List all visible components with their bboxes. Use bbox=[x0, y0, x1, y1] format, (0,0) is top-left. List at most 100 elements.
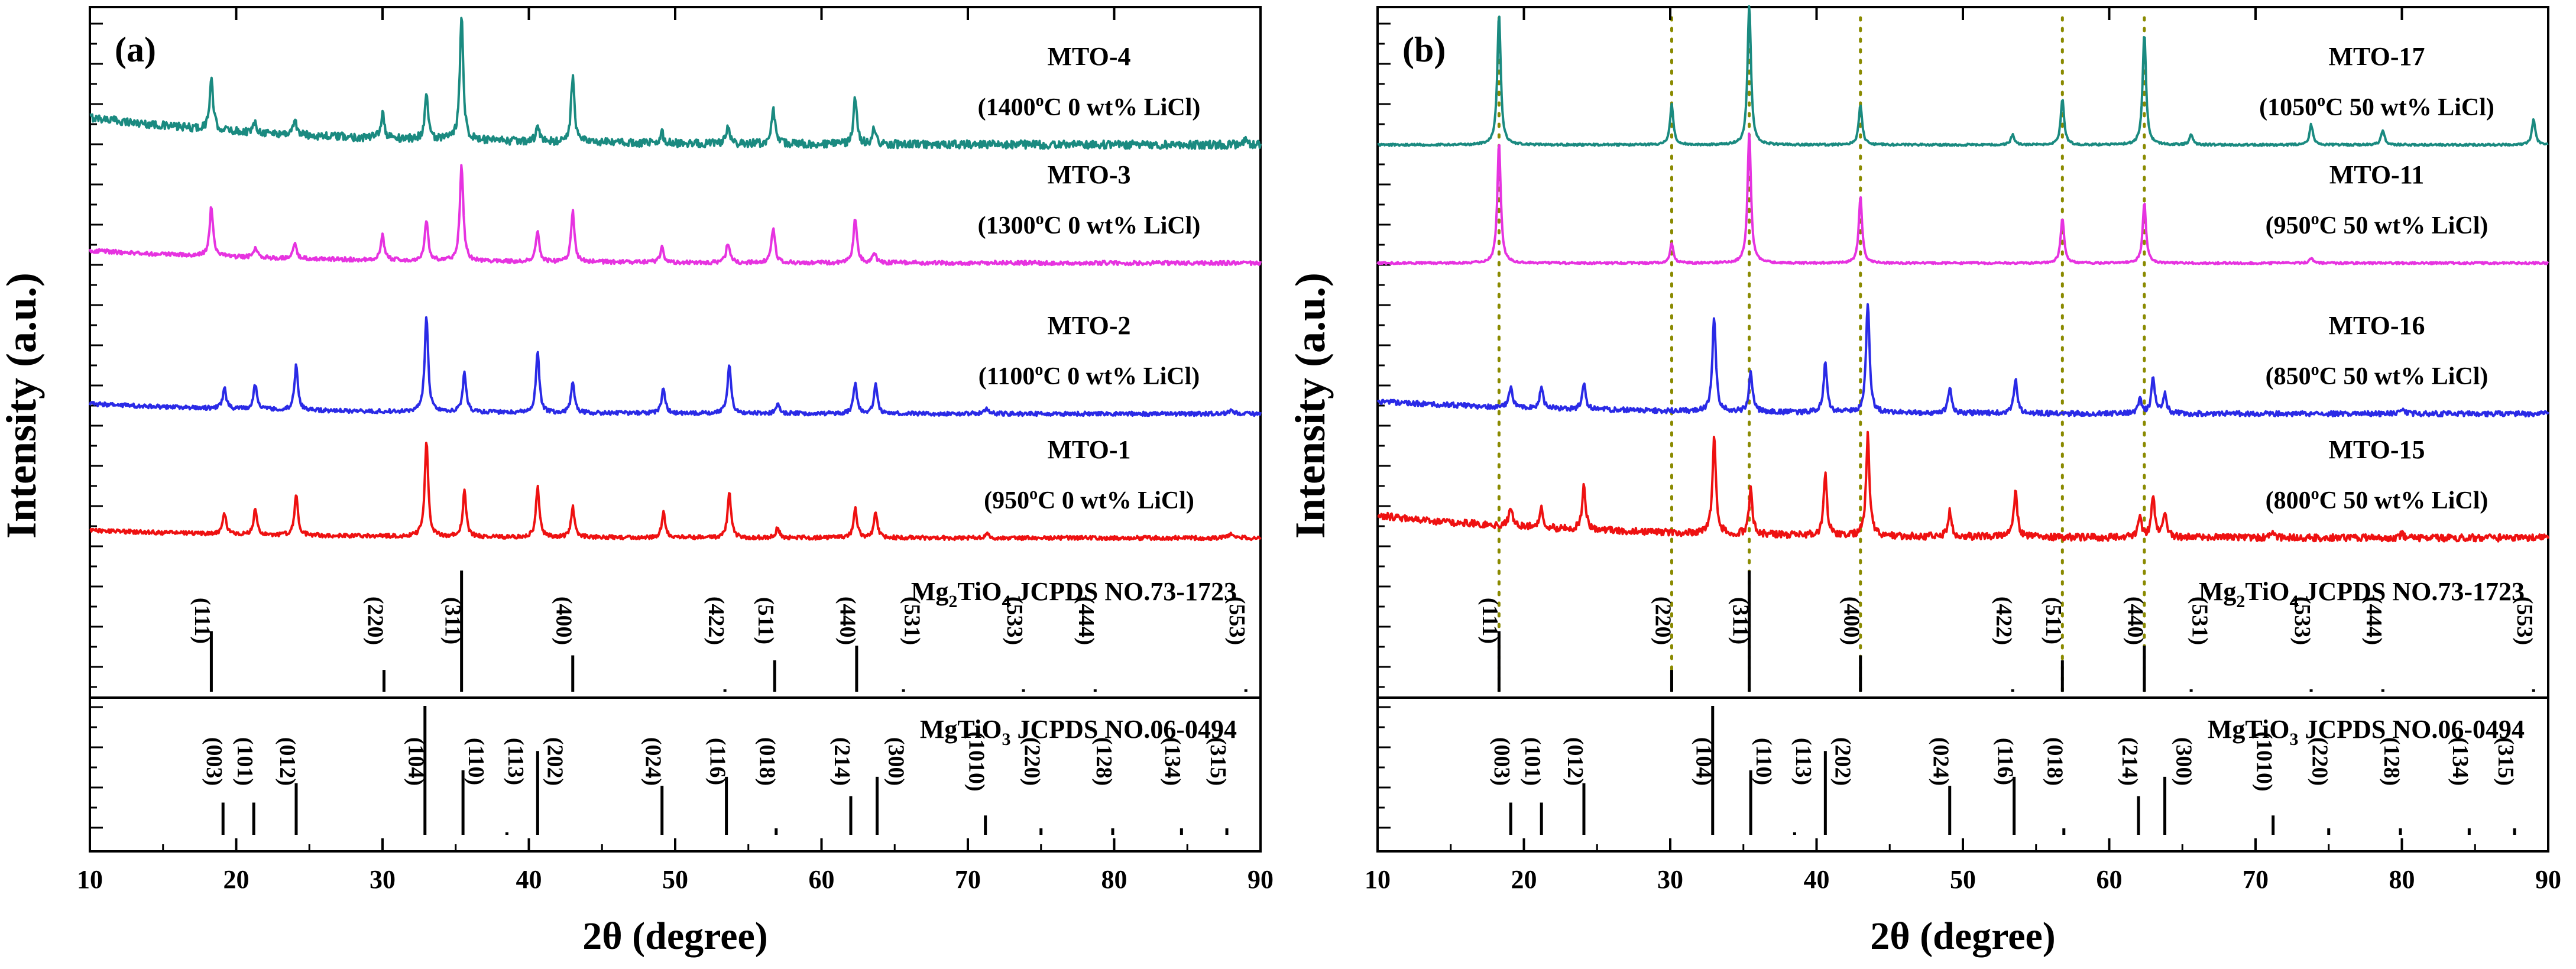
series-name-label: MTO-2 bbox=[1048, 311, 1131, 340]
xrd-trace-mto-4 bbox=[89, 17, 1262, 150]
hkl-label: (202) bbox=[1830, 737, 1855, 786]
series-name-label: MTO-1 bbox=[1048, 435, 1131, 464]
series-name-label: MTO-3 bbox=[1048, 160, 1131, 189]
hkl-label: (511) bbox=[2041, 597, 2066, 644]
x-tick-label: 10 bbox=[1365, 865, 1391, 894]
hkl-label: (214) bbox=[2117, 737, 2142, 786]
hkl-label: (018) bbox=[2043, 737, 2068, 786]
series-condition-label: (1300oC 0 wt% LiCl) bbox=[978, 210, 1201, 239]
x-axis-label: 2θ (degree) bbox=[1870, 915, 2056, 958]
hkl-label: (220) bbox=[1020, 737, 1045, 786]
series-condition-label: (950oC 0 wt% LiCl) bbox=[984, 485, 1194, 514]
hkl-label: (104) bbox=[404, 737, 429, 786]
y-axis-label: Intensity (a.u.) bbox=[1287, 273, 1334, 539]
x-tick-label: 30 bbox=[370, 865, 396, 894]
hkl-label: (220) bbox=[362, 597, 387, 645]
panel-label: (b) bbox=[1402, 30, 1446, 69]
panel-label: (a) bbox=[115, 30, 156, 69]
x-tick-label: 40 bbox=[1804, 865, 1830, 894]
series-name-label: MTO-11 bbox=[2329, 160, 2425, 189]
x-tick-label: 80 bbox=[2389, 865, 2415, 894]
x-tick-label: 60 bbox=[809, 865, 835, 894]
hkl-label: (003) bbox=[1489, 737, 1514, 786]
xrd-trace-mto-11 bbox=[1376, 132, 2549, 265]
x-tick-label: 20 bbox=[1511, 865, 1537, 894]
hkl-label: (214) bbox=[829, 737, 854, 786]
x-tick-label: 70 bbox=[955, 865, 981, 894]
hkl-label: (220) bbox=[2308, 737, 2332, 786]
hkl-label: (444) bbox=[1074, 597, 1099, 645]
reference-title: Mg2TiO4 JCPDS NO.73-1723 bbox=[911, 577, 1237, 611]
xrd-trace-mto-1 bbox=[89, 442, 1262, 542]
hkl-label: (024) bbox=[641, 737, 666, 786]
x-tick-label: 70 bbox=[2243, 865, 2269, 894]
x-tick-label: 90 bbox=[2535, 865, 2561, 894]
hkl-label: (101) bbox=[1520, 737, 1545, 786]
x-tick-label: 60 bbox=[2097, 865, 2123, 894]
hkl-label: (553) bbox=[2512, 597, 2537, 645]
hkl-label: (440) bbox=[835, 597, 860, 645]
series-name-label: MTO-15 bbox=[2329, 435, 2425, 464]
hkl-label: (300) bbox=[883, 737, 908, 786]
hkl-label: (003) bbox=[202, 737, 226, 786]
series-name-label: MTO-16 bbox=[2329, 311, 2425, 340]
hkl-label: (531) bbox=[2188, 597, 2212, 645]
series-condition-label: (850oC 50 wt% LiCl) bbox=[2266, 361, 2488, 390]
reference-title: MgTiO3 JCPDS NO.06-0494 bbox=[920, 715, 1237, 749]
xrd-trace-mto-17 bbox=[1377, 5, 2549, 147]
series-name-label: MTO-4 bbox=[1048, 42, 1131, 71]
hkl-label: (400) bbox=[552, 597, 576, 645]
y-axis-label: Intensity (a.u.) bbox=[0, 273, 45, 539]
hkl-label: (300) bbox=[2171, 737, 2196, 786]
series-condition-label: (1100oC 0 wt% LiCl) bbox=[978, 361, 1200, 390]
x-tick-label: 20 bbox=[223, 865, 250, 894]
x-tick-label: 10 bbox=[77, 865, 103, 894]
hkl-label: (104) bbox=[1692, 737, 1716, 786]
series-name-label: MTO-17 bbox=[2329, 42, 2425, 71]
hkl-label: (1010) bbox=[964, 731, 989, 791]
x-axis-label: 2θ (degree) bbox=[582, 915, 768, 958]
x-tick-label: 90 bbox=[1248, 865, 1274, 894]
hkl-label: (511) bbox=[753, 597, 778, 644]
hkl-label: (220) bbox=[1650, 597, 1675, 645]
reference-title: MgTiO3 JCPDS NO.06-0494 bbox=[2208, 715, 2525, 749]
hkl-label: (111) bbox=[190, 598, 215, 644]
hkl-label: (400) bbox=[1839, 597, 1864, 645]
hkl-label: (128) bbox=[1091, 737, 1116, 786]
x-tick-label: 40 bbox=[516, 865, 542, 894]
hkl-label: (101) bbox=[232, 737, 257, 786]
hkl-label: (315) bbox=[2493, 737, 2518, 786]
hkl-label: (311) bbox=[1728, 597, 1752, 644]
series-condition-label: (800oC 50 wt% LiCl) bbox=[2266, 485, 2488, 514]
hkl-label: (444) bbox=[2361, 597, 2386, 645]
xrd-trace-mto-16 bbox=[1376, 303, 2549, 418]
hkl-label: (531) bbox=[900, 597, 925, 645]
series-condition-label: (950oC 50 wt% LiCl) bbox=[2266, 210, 2488, 239]
hkl-label: (113) bbox=[503, 738, 528, 785]
reference-title: Mg2TiO4 JCPDS NO.73-1723 bbox=[2199, 577, 2525, 611]
hkl-label: (113) bbox=[1791, 738, 1816, 785]
xrd-trace-mto-3 bbox=[89, 164, 1262, 267]
hkl-label: (422) bbox=[1991, 597, 2016, 645]
hkl-label: (134) bbox=[1160, 737, 1185, 786]
hkl-label: (553) bbox=[1224, 597, 1249, 645]
hkl-label: (012) bbox=[275, 737, 300, 786]
series-condition-label: (1400oC 0 wt% LiCl) bbox=[978, 92, 1201, 121]
x-tick-label: 80 bbox=[1101, 865, 1127, 894]
x-tick-label: 30 bbox=[1657, 865, 1683, 894]
hkl-label: (018) bbox=[755, 737, 780, 786]
xrd-trace-mto-2 bbox=[89, 316, 1262, 417]
hkl-label: (533) bbox=[1002, 597, 1027, 645]
hkl-label: (116) bbox=[705, 738, 730, 785]
hkl-label: (1010) bbox=[2251, 731, 2276, 791]
hkl-label: (110) bbox=[1751, 738, 1776, 785]
hkl-label: (134) bbox=[2448, 737, 2473, 786]
hkl-label: (024) bbox=[1929, 737, 1953, 786]
hkl-label: (422) bbox=[704, 597, 728, 645]
x-tick-label: 50 bbox=[662, 865, 688, 894]
hkl-label: (311) bbox=[440, 597, 465, 644]
xrd-trace-mto-15 bbox=[1377, 430, 2549, 543]
hkl-label: (440) bbox=[2123, 597, 2148, 645]
series-condition-label: (1050oC 50 wt% LiCl) bbox=[2259, 92, 2494, 121]
